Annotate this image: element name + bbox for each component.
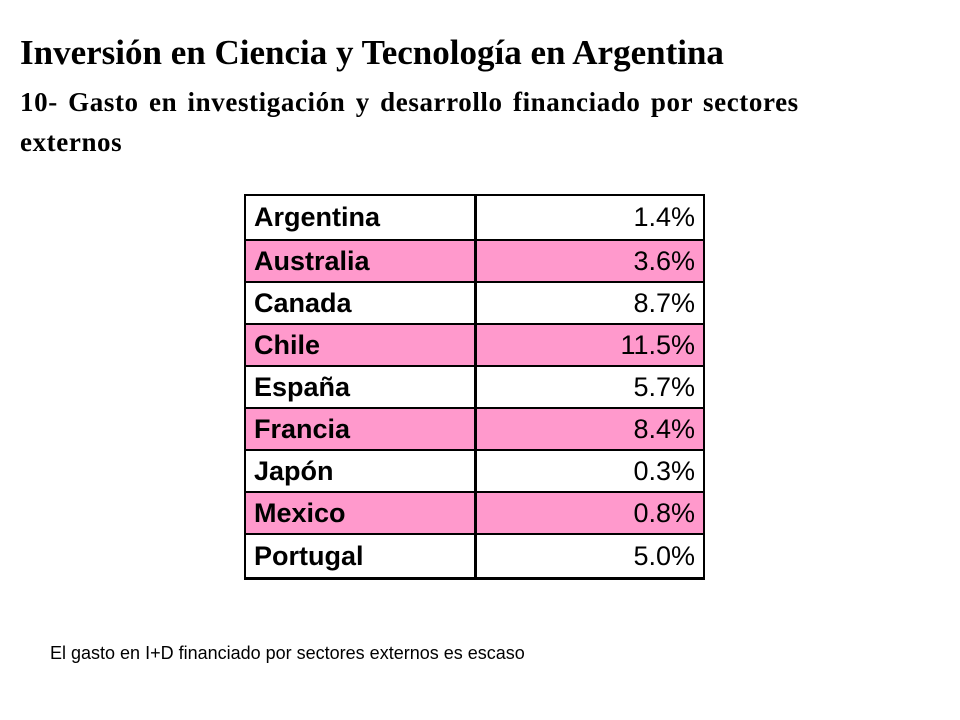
value-cell: 3.6% [477, 241, 703, 283]
country-cell: Portugal [246, 535, 477, 577]
country-cell: Canada [246, 283, 477, 325]
table-row-australia: Australia 3.6% [246, 241, 703, 283]
table-row-mexico: Mexico 0.8% [246, 493, 703, 535]
country-cell: Australia [246, 241, 477, 283]
value-cell: 0.3% [477, 451, 703, 493]
country-cell: Mexico [246, 493, 477, 535]
table-row-japon: Japón 0.3% [246, 451, 703, 493]
country-cell: Japón [246, 451, 477, 493]
table-row-argentina: Argentina 1.4% [246, 196, 703, 241]
table-row-canada: Canada 8.7% [246, 283, 703, 325]
country-cell: Argentina [246, 196, 477, 241]
table-row-francia: Francia 8.4% [246, 409, 703, 451]
table-row-espana: España 5.7% [246, 367, 703, 409]
value-cell: 8.7% [477, 283, 703, 325]
value-cell: 1.4% [477, 196, 703, 241]
table-row-chile: Chile 11.5% [246, 325, 703, 367]
page-title: Inversión en Ciencia y Tecnología en Arg… [20, 33, 724, 72]
table-row-portugal: Portugal 5.0% [246, 535, 703, 577]
country-rd-table: Argentina 1.4% Australia 3.6% Canada 8.7… [244, 194, 705, 580]
value-cell: 11.5% [477, 325, 703, 367]
country-cell: España [246, 367, 477, 409]
value-cell: 8.4% [477, 409, 703, 451]
country-cell: Francia [246, 409, 477, 451]
footnote: El gasto en I+D financiado por sectores … [50, 643, 525, 663]
page-subtitle: 10- Gasto en investigación y desarrollo … [20, 87, 799, 157]
value-cell: 5.7% [477, 367, 703, 409]
country-cell: Chile [246, 325, 477, 367]
value-cell: 5.0% [633, 540, 695, 571]
value-cell: 0.8% [477, 493, 703, 535]
